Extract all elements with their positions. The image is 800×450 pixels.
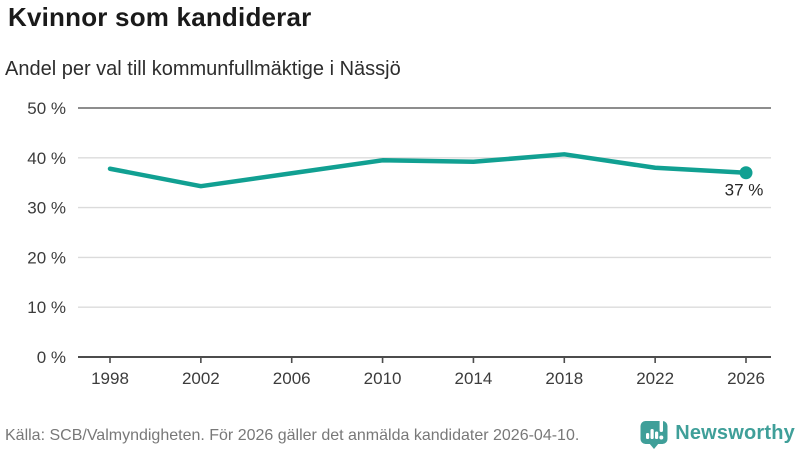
last-point-label: 37 % <box>725 181 764 200</box>
y-tick-label: 10 % <box>27 298 66 317</box>
x-tick-label: 2010 <box>364 369 402 388</box>
chart-title: Kvinnor som kandiderar <box>8 2 312 32</box>
last-point-marker <box>739 166 753 180</box>
newsworthy-logo: Newsworthy <box>639 418 795 449</box>
newsworthy-logo-text: Newsworthy <box>675 422 795 444</box>
x-tick-label: 1998 <box>91 369 129 388</box>
x-tick-label: 2018 <box>545 369 583 388</box>
y-tick-label: 20 % <box>27 248 66 267</box>
x-tick-label: 2002 <box>182 369 220 388</box>
newsworthy-logo-icon <box>640 419 668 449</box>
y-tick-label: 30 % <box>27 199 66 218</box>
x-tick-label: 2006 <box>273 369 311 388</box>
y-tick-label: 50 % <box>27 99 66 118</box>
data-line <box>107 152 749 189</box>
chart-subtitle: Andel per val till kommunfullmäktige i N… <box>5 58 401 80</box>
y-tick-label: 40 % <box>27 149 66 168</box>
line-chart: 0 % 10 % 20 % 30 % 40 % 50 % 1998 2002 2006 2010 2… <box>27 99 771 388</box>
x-tick-label: 2014 <box>455 369 493 388</box>
x-tick-label: 2022 <box>636 369 674 388</box>
y-tick-label: 0 % <box>37 348 66 367</box>
source-note: Källa: SCB/Valmyndigheten. För 2026 gäll… <box>5 427 580 444</box>
x-tick-label: 2026 <box>727 369 765 388</box>
